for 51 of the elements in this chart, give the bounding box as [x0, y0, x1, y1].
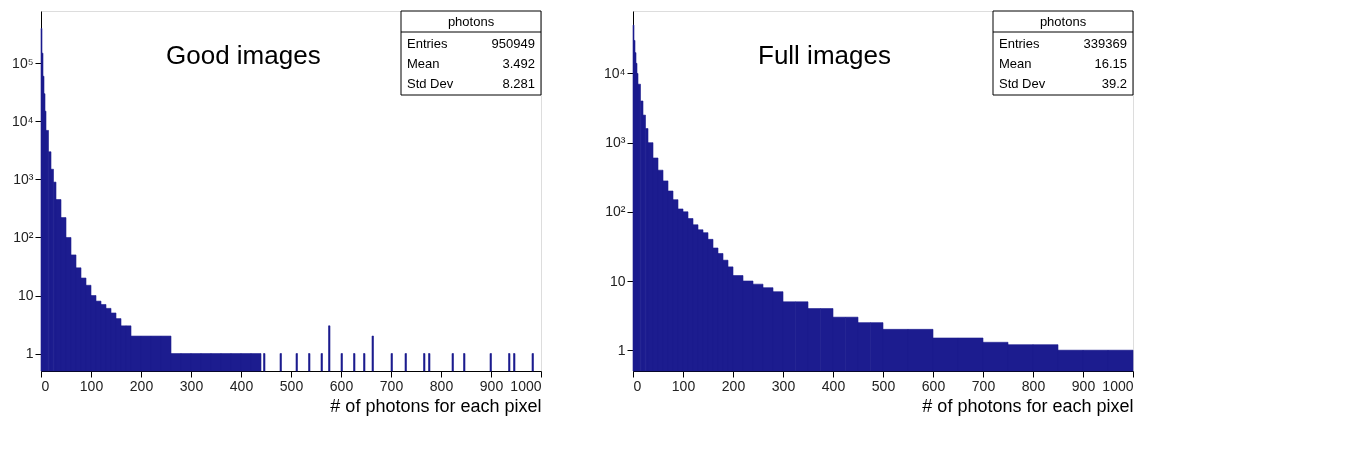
y-tick-label: 1	[25, 345, 34, 362]
x-tick-label: 1000	[1102, 377, 1134, 394]
annotation: Std Dev	[999, 76, 1046, 91]
annotation: 3.492	[502, 56, 535, 71]
x-tick-label: 900	[1071, 377, 1096, 394]
x-tick-label: 400	[229, 377, 254, 394]
y-tick-label: 10⁵	[12, 54, 34, 71]
x-tick-label: 400	[821, 377, 846, 394]
x-tick-label: 100	[671, 377, 696, 394]
x-tick-label: 500	[871, 377, 896, 394]
y-tick-label: 10	[17, 287, 34, 304]
x-tick-label: 600	[921, 377, 946, 394]
annotation: Entries	[999, 36, 1040, 51]
x-tick-label: 200	[129, 377, 154, 394]
annotation: photons	[1039, 14, 1087, 29]
x-tick-label: 900	[479, 377, 504, 394]
annotation: Mean	[999, 56, 1032, 71]
x-tick-label: 800	[1021, 377, 1046, 394]
annotation: 8.281	[502, 76, 535, 91]
y-tick-label: 1	[617, 341, 626, 358]
x-axis-title: # of photons for each pixel	[922, 395, 1134, 416]
x-tick-label: 300	[771, 377, 796, 394]
annotation: 339369	[1083, 36, 1127, 51]
x-tick-label: 800	[429, 377, 454, 394]
x-tick-label: 700	[971, 377, 996, 394]
annotation: 16.15	[1094, 56, 1127, 71]
x-tick-label: 700	[379, 377, 404, 394]
annotation: Std Dev	[407, 76, 454, 91]
y-tick-label: 10⁴	[603, 64, 626, 81]
y-tick-label: 10²	[13, 228, 34, 245]
x-tick-label: 600	[329, 377, 354, 394]
y-tick-label: 10	[609, 272, 626, 289]
annotation: Mean	[407, 56, 440, 71]
x-tick-label: 1000	[510, 377, 542, 394]
annotation: 950949	[491, 36, 535, 51]
annotation: Entries	[407, 36, 448, 51]
x-axis-title: # of photons for each pixel	[330, 395, 542, 416]
annotation: 39.2	[1101, 76, 1127, 91]
x-tick-label: 300	[179, 377, 204, 394]
text: Full images	[758, 40, 891, 70]
x-tick-label: 0	[633, 377, 642, 394]
y-tick-label: 10³	[605, 134, 626, 151]
y-tick-label: 10²	[605, 203, 626, 220]
y-tick-label: 10³	[13, 170, 34, 187]
x-tick-label: 0	[41, 377, 50, 394]
x-tick-label: 500	[279, 377, 304, 394]
x-tick-label: 100	[79, 377, 104, 394]
annotation: photons	[447, 14, 495, 29]
x-tick-label: 200	[721, 377, 746, 394]
y-tick-label: 10⁴	[11, 112, 34, 129]
text: Good images	[166, 40, 321, 70]
